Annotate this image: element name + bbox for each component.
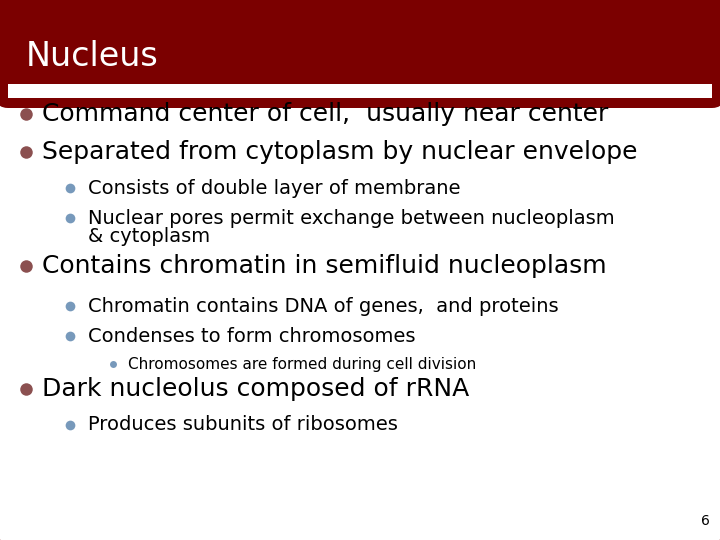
Text: Condenses to form chromosomes: Condenses to form chromosomes [88, 327, 415, 346]
Text: Produces subunits of ribosomes: Produces subunits of ribosomes [88, 415, 398, 435]
Text: Consists of double layer of membrane: Consists of double layer of membrane [88, 179, 461, 198]
Text: Contains chromatin in semifluid nucleoplasm: Contains chromatin in semifluid nucleopl… [42, 254, 607, 278]
Bar [8, 52, 712, 96]
Text: Chromosomes are formed during cell division: Chromosomes are formed during cell divis… [128, 356, 476, 372]
Text: Command center of cell,  usually near center: Command center of cell, usually near cen… [42, 102, 608, 126]
Text: Nuclear pores permit exchange between nucleoplasm: Nuclear pores permit exchange between nu… [88, 208, 615, 227]
Text: 6: 6 [701, 514, 710, 528]
Text: & cytoplasm: & cytoplasm [88, 226, 210, 246]
Text: Separated from cytoplasm by nuclear envelope: Separated from cytoplasm by nuclear enve… [42, 140, 637, 164]
Bar [8, 84, 712, 98]
Text: Dark nucleolus composed of rRNA: Dark nucleolus composed of rRNA [42, 377, 469, 401]
Text: Nucleus: Nucleus [26, 39, 158, 72]
Text: Chromatin contains DNA of genes,  and proteins: Chromatin contains DNA of genes, and pro… [88, 296, 559, 315]
FancyBboxPatch shape [0, 0, 720, 108]
